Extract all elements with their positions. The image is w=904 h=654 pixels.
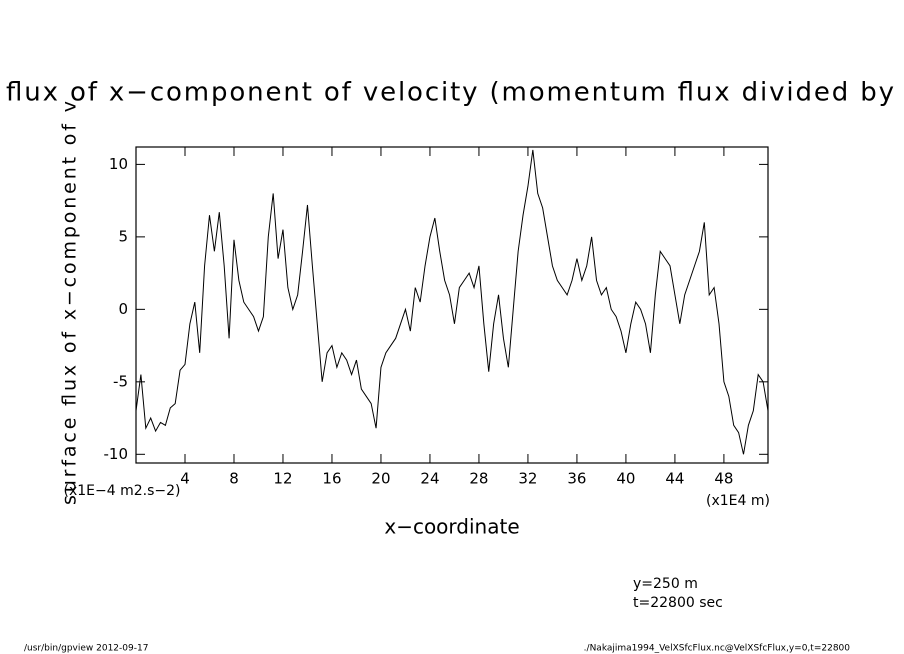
y-tick-label: -10 — [104, 445, 129, 463]
x-tick-label: 36 — [567, 470, 586, 488]
x-tick-label: 28 — [469, 470, 488, 488]
x-axis-label: x−coordinate — [384, 515, 519, 539]
annotation: y=250 m — [633, 576, 698, 592]
chart-title: flux of x−component of velocity (momentu… — [6, 78, 894, 108]
x-tick-label: 44 — [665, 470, 684, 488]
plot-frame — [135, 146, 769, 464]
x-tick-label: 32 — [518, 470, 537, 488]
y-tick-label: -5 — [113, 372, 128, 390]
x-tick-label: 4 — [180, 470, 190, 488]
y-tick-label: 0 — [118, 300, 128, 318]
x-tick-label: 48 — [714, 470, 733, 488]
x-tick-label: 8 — [229, 470, 239, 488]
data-line — [135, 149, 769, 455]
footer: ./Nakajima1994_VelXSfcFlux.nc@VelXSfcFlu… — [584, 644, 851, 654]
x-tick-label: 40 — [616, 470, 635, 488]
y-tick-label: 10 — [109, 155, 128, 173]
footer: /usr/bin/gpview 2012-09-17 — [24, 644, 148, 654]
y-units: (x1E−4 m2.s−2) — [64, 483, 181, 499]
y-tick-label: 5 — [118, 227, 128, 245]
x-tick-label: 24 — [420, 470, 439, 488]
annotation: t=22800 sec — [633, 595, 723, 611]
x-tick-label: 20 — [371, 470, 390, 488]
x-units: (x1E4 m) — [706, 493, 770, 509]
x-tick-label: 12 — [273, 470, 292, 488]
y-axis-label: surface flux of x−component of v — [59, 101, 81, 505]
x-tick-label: 16 — [322, 470, 341, 488]
